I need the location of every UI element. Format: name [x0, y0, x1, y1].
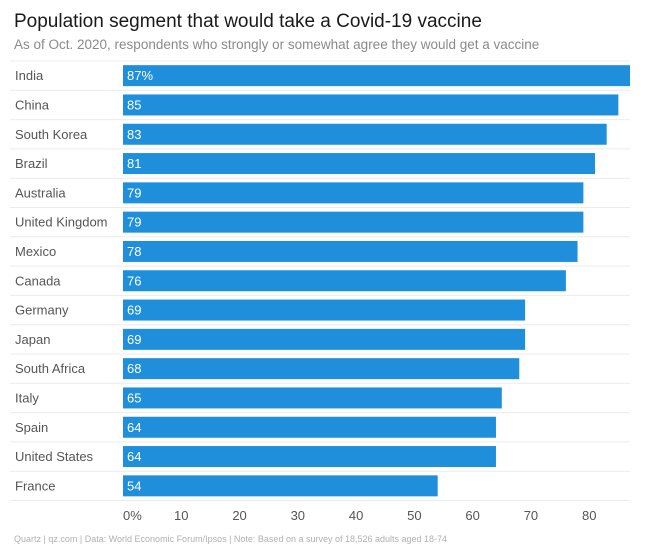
- bar-mexico: [123, 240, 578, 262]
- value-label: 79: [127, 215, 141, 230]
- bars: [123, 65, 630, 497]
- source-note: Quartz | qz.com | Data: World Economic F…: [14, 534, 448, 544]
- category-label: Australia: [15, 185, 66, 200]
- x-tick-label: 70: [524, 508, 538, 523]
- category-label: France: [15, 478, 55, 493]
- bar-india: [123, 65, 630, 87]
- value-label: 83: [127, 127, 141, 142]
- bar-germany: [123, 299, 526, 321]
- category-label: Spain: [15, 420, 48, 435]
- value-label: 69: [127, 332, 141, 347]
- chart-subtitle: As of Oct. 2020, respondents who strongl…: [14, 37, 540, 52]
- value-label: 79: [127, 185, 141, 200]
- bar-italy: [123, 387, 502, 409]
- value-label: 85: [127, 97, 141, 112]
- labels: India 87% China 85 South Korea 83 Brazil 81 Aust…: [15, 68, 153, 493]
- value-label: 81: [127, 156, 141, 171]
- x-tick-label: 30: [291, 508, 305, 523]
- category-label: South Africa: [15, 361, 86, 376]
- bar-canada: [123, 270, 566, 292]
- x-tick-label: 10: [174, 508, 188, 523]
- bar-united-states: [123, 446, 496, 468]
- bar-china: [123, 94, 619, 116]
- value-label: 54: [127, 478, 141, 493]
- bar-australia: [123, 182, 584, 204]
- bar-spain: [123, 416, 496, 438]
- category-label: India: [15, 68, 44, 83]
- value-label: 68: [127, 361, 141, 376]
- bar-france: [123, 475, 438, 497]
- bar-brazil: [123, 153, 596, 175]
- value-label: 64: [127, 449, 141, 464]
- bar-japan: [123, 328, 526, 350]
- value-label: 78: [127, 244, 141, 259]
- bar-south-korea: [123, 123, 607, 145]
- category-label: Mexico: [15, 244, 56, 259]
- bar-united-kingdom: [123, 211, 584, 233]
- value-label: 87%: [127, 68, 153, 83]
- x-tick-label: 20: [232, 508, 246, 523]
- category-label: Italy: [15, 390, 39, 405]
- category-label: Japan: [15, 332, 50, 347]
- x-tick-label: 50: [407, 508, 421, 523]
- x-tick-label: 0%: [123, 508, 142, 523]
- value-label: 64: [127, 420, 141, 435]
- bar-south-africa: [123, 358, 520, 380]
- value-label: 65: [127, 390, 141, 405]
- x-axis-ticks: 0% 10 20 30 40 50 60 70 80: [123, 508, 596, 523]
- x-tick-label: 80: [582, 508, 596, 523]
- category-label: Canada: [15, 273, 61, 288]
- category-label: United States: [15, 449, 94, 464]
- x-tick-label: 60: [465, 508, 479, 523]
- x-tick-label: 40: [349, 508, 363, 523]
- category-label: South Korea: [15, 127, 88, 142]
- value-label: 69: [127, 303, 141, 318]
- chart-title: Population segment that would take a Cov…: [14, 11, 482, 32]
- gridlines: [10, 60, 630, 501]
- category-label: China: [15, 97, 50, 112]
- category-label: Germany: [15, 303, 69, 318]
- category-label: United Kingdom: [15, 215, 108, 230]
- category-label: Brazil: [15, 156, 48, 171]
- value-label: 76: [127, 273, 141, 288]
